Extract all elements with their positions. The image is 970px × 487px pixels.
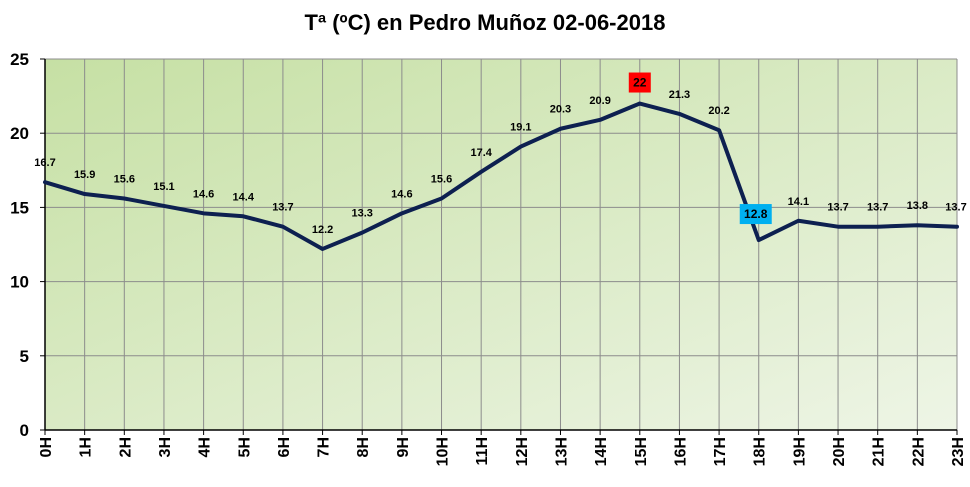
min-value-highlight-box [739, 204, 772, 225]
data-label: 14.6 [391, 188, 412, 200]
chart-title: Tª (ºC) en Pedro Muñoz 02-06-2018 [304, 10, 666, 35]
x-tick-label: 5H [236, 437, 253, 457]
data-label: 13.7 [945, 202, 966, 214]
x-tick-label: 16H [672, 437, 689, 466]
data-label: 14.1 [788, 196, 809, 208]
vertical-gridlines [84, 59, 958, 430]
axes [40, 58, 958, 435]
y-tick-label: 0 [20, 421, 29, 440]
x-tick-label: 17H [712, 437, 729, 466]
plot-area [45, 59, 957, 430]
data-label: 13.7 [867, 202, 888, 214]
x-tick-label: 14H [593, 437, 610, 466]
data-label: 15.9 [74, 169, 95, 181]
x-tick-label: 13H [553, 437, 570, 466]
x-tick-label: 12H [514, 437, 531, 466]
data-label: 20.2 [708, 105, 729, 117]
data-label: 12.2 [312, 224, 333, 236]
x-tick-label: 3H [157, 437, 174, 457]
x-tick-label: 18H [752, 437, 769, 466]
y-tick-label: 20 [10, 124, 29, 143]
x-tick-label: 4H [197, 437, 214, 457]
y-tick-label: 5 [20, 347, 29, 366]
data-label: 19.1 [510, 122, 531, 134]
y-axis-tick-labels: 0 5 10 15 20 25 [10, 50, 29, 440]
y-tick-label: 25 [10, 50, 29, 69]
x-tick-label: 0H [38, 437, 55, 457]
data-labels: 16.7 15.9 15.6 15.1 14.6 14.4 13.7 12.2 13.3 14.6… [34, 72, 967, 236]
x-tick-label: 19H [791, 437, 808, 466]
data-label: 17.4 [470, 147, 492, 159]
data-label: 13.3 [352, 208, 373, 220]
data-label: 20.9 [589, 95, 610, 107]
x-tick-label: 8H [355, 437, 372, 457]
data-label: 15.6 [431, 173, 452, 185]
data-label: 13.8 [907, 200, 928, 212]
data-label: 15.1 [153, 181, 174, 193]
temperature-series-line [43, 101, 959, 251]
x-tick-label: 22H [910, 437, 927, 466]
x-tick-label: 15H [633, 437, 650, 466]
data-label: 16.7 [34, 157, 55, 169]
data-label: 13.7 [272, 202, 293, 214]
y-tick-label: 15 [10, 198, 29, 217]
data-label: 14.6 [193, 188, 214, 200]
max-value-highlight-box [628, 72, 651, 93]
data-label: 21.3 [669, 89, 690, 101]
x-tick-label: 2H [117, 437, 134, 457]
data-label: 22 [633, 76, 647, 90]
x-tick-label: 20H [831, 437, 848, 466]
data-label: 15.6 [114, 173, 135, 185]
x-tick-label: 7H [316, 437, 333, 457]
data-label: 13.7 [827, 202, 848, 214]
x-tick-label: 1H [78, 437, 95, 457]
x-tick-label: 10H [435, 437, 452, 466]
data-label: 12.8 [744, 207, 768, 221]
data-label: 20.3 [550, 104, 571, 116]
x-tick-label: 23H [950, 437, 967, 466]
x-tick-label: 11H [474, 437, 491, 465]
data-label: 14.4 [233, 191, 255, 203]
x-tick-label: 6H [276, 437, 293, 457]
x-axis-tick-labels: 0H 1H 2H 3H 4H 5H 6H 7H 8H 9H 10H 11H 12H 13H 14H 15H 16… [38, 437, 967, 466]
x-tick-label: 9H [395, 437, 412, 457]
y-tick-label: 10 [10, 273, 29, 292]
x-tick-label: 21H [871, 437, 888, 466]
horizontal-gridlines [45, 58, 957, 357]
